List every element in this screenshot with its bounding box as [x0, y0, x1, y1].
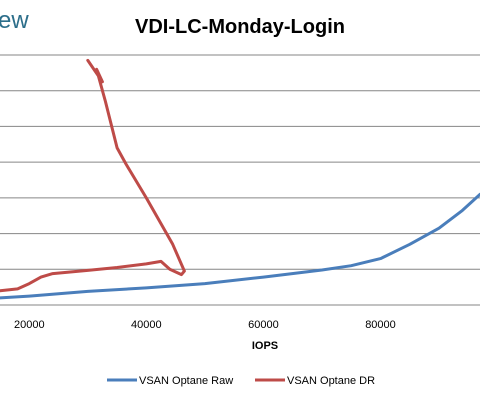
gridlines — [0, 54, 480, 306]
corner-logo-text: ew — [0, 7, 29, 34]
series-line-0 — [0, 192, 480, 300]
x-tick-label-1: 40000 — [131, 319, 162, 331]
legend-label-1: VSAN Optane DR — [287, 375, 375, 387]
series-line-1 — [0, 58, 186, 293]
x-tick-label-3: 80000 — [365, 319, 396, 331]
x-tick-label-2: 60000 — [248, 319, 279, 331]
legend-label-0: VSAN Optane Raw — [139, 375, 233, 387]
x-tick-label-0: 20000 — [14, 319, 45, 331]
x-axis-title: IOPS — [252, 340, 278, 352]
legend: VSAN Optane Raw VSAN Optane DR — [107, 375, 375, 387]
chart-title: VDI-LC-Monday-Login — [135, 16, 345, 38]
series-lines — [0, 58, 480, 300]
x-tick-labels: 20000 40000 60000 80000 — [14, 319, 396, 331]
